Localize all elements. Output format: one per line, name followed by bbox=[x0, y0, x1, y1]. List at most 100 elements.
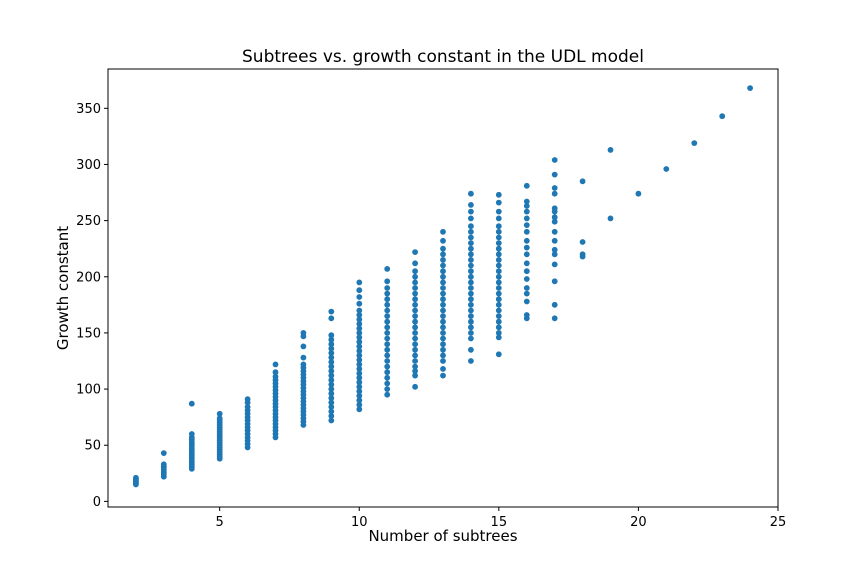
data-point bbox=[356, 307, 363, 314]
data-point bbox=[412, 260, 418, 267]
data-point bbox=[495, 251, 502, 258]
chart-title: Subtrees vs. growth constant in the UDL … bbox=[242, 47, 644, 67]
data-point bbox=[551, 228, 558, 235]
data-point bbox=[495, 223, 502, 230]
data-point bbox=[440, 301, 446, 308]
data-point bbox=[188, 400, 195, 407]
data-point bbox=[495, 215, 502, 222]
data-point bbox=[468, 257, 474, 263]
data-point bbox=[468, 240, 474, 247]
data-point bbox=[412, 307, 418, 314]
x-tick-label: 15 bbox=[491, 515, 508, 530]
data-point bbox=[328, 315, 335, 322]
y-tick-label: 100 bbox=[76, 383, 101, 398]
y-axis-label: Growth constant bbox=[54, 226, 72, 350]
data-point bbox=[440, 257, 446, 263]
y-tick-label: 350 bbox=[76, 102, 101, 117]
data-point bbox=[300, 361, 307, 368]
data-point bbox=[468, 279, 474, 286]
data-point bbox=[551, 278, 558, 285]
data-point bbox=[523, 237, 530, 244]
data-point bbox=[328, 341, 335, 348]
data-point bbox=[551, 301, 558, 308]
data-point bbox=[384, 386, 391, 392]
data-point bbox=[551, 214, 558, 221]
data-point bbox=[440, 285, 446, 291]
data-point bbox=[160, 461, 167, 468]
data-point bbox=[468, 285, 474, 291]
data-point bbox=[356, 348, 363, 354]
data-point bbox=[495, 268, 502, 275]
data-point bbox=[468, 324, 474, 331]
data-point bbox=[468, 202, 474, 208]
data-point bbox=[328, 345, 335, 352]
data-point bbox=[440, 251, 446, 258]
data-point bbox=[523, 268, 530, 275]
data-point bbox=[356, 401, 363, 408]
data-point bbox=[523, 290, 530, 297]
data-points bbox=[133, 85, 753, 488]
data-point bbox=[384, 296, 391, 303]
data-point bbox=[356, 406, 363, 413]
data-point bbox=[356, 379, 363, 386]
data-point bbox=[440, 268, 446, 275]
data-point bbox=[523, 276, 530, 282]
data-point bbox=[412, 318, 418, 325]
data-point bbox=[495, 330, 502, 336]
data-point bbox=[216, 415, 223, 422]
data-point bbox=[495, 199, 502, 206]
x-tick-label: 25 bbox=[770, 515, 787, 530]
data-point bbox=[468, 307, 474, 314]
data-point bbox=[356, 374, 363, 381]
data-point bbox=[495, 257, 502, 263]
data-point bbox=[356, 343, 363, 350]
data-point bbox=[440, 290, 446, 297]
data-point bbox=[551, 261, 558, 268]
data-point bbox=[300, 343, 307, 350]
data-point bbox=[384, 346, 391, 353]
data-point bbox=[523, 215, 530, 222]
data-point bbox=[356, 334, 363, 341]
data-point bbox=[384, 290, 391, 297]
data-point bbox=[468, 268, 474, 275]
data-point bbox=[328, 332, 335, 339]
data-point bbox=[607, 215, 614, 222]
data-point bbox=[160, 450, 167, 456]
data-point bbox=[412, 313, 418, 319]
data-point bbox=[440, 366, 446, 372]
data-point bbox=[328, 395, 335, 401]
data-point bbox=[356, 330, 363, 336]
data-point bbox=[440, 228, 446, 235]
data-point bbox=[300, 330, 307, 336]
y-tick-label: 250 bbox=[76, 214, 101, 229]
data-point bbox=[328, 404, 335, 410]
data-point bbox=[412, 273, 418, 280]
data-point bbox=[551, 218, 558, 225]
data-point bbox=[412, 296, 418, 303]
data-point bbox=[440, 358, 446, 364]
data-point bbox=[440, 307, 446, 314]
data-point bbox=[356, 352, 363, 359]
data-point bbox=[495, 334, 502, 341]
plot-frame bbox=[107, 68, 779, 508]
data-point bbox=[356, 287, 363, 294]
y-tick-label: 0 bbox=[93, 495, 101, 510]
data-point bbox=[495, 240, 502, 247]
data-point bbox=[468, 245, 474, 252]
data-point bbox=[328, 336, 335, 343]
data-point bbox=[495, 228, 502, 235]
data-point bbox=[356, 366, 363, 372]
data-point bbox=[495, 313, 502, 319]
y-tick-label: 50 bbox=[84, 439, 101, 454]
data-point bbox=[384, 391, 391, 398]
data-point bbox=[328, 386, 335, 392]
x-tick-label: 20 bbox=[630, 515, 647, 530]
data-point bbox=[328, 350, 335, 356]
data-point bbox=[356, 294, 363, 300]
data-point bbox=[663, 166, 670, 172]
data-point bbox=[384, 285, 391, 291]
data-point bbox=[719, 113, 726, 120]
data-point bbox=[328, 381, 335, 388]
data-point bbox=[412, 324, 418, 331]
